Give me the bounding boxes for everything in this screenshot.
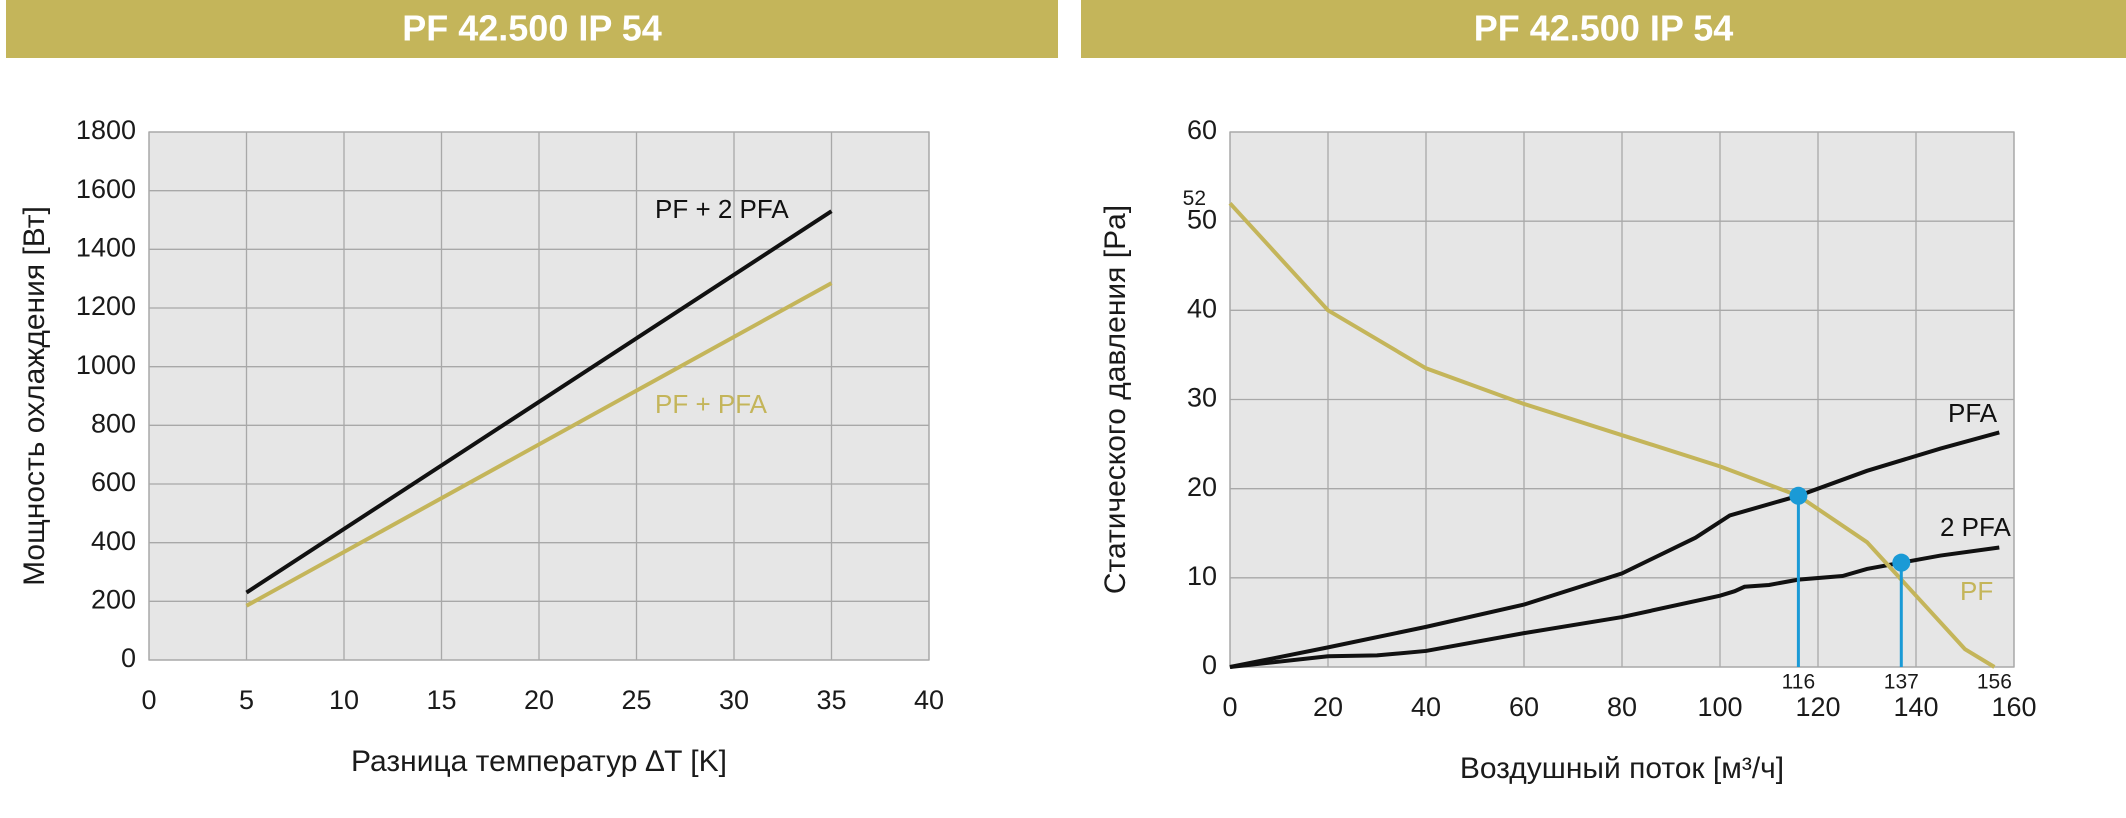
y-tick-label: 0 xyxy=(1202,650,1217,680)
series-label: PF + PFA xyxy=(655,389,768,419)
x-axis-label: Разница температур ∆T [K] xyxy=(351,745,727,778)
series-line xyxy=(245,281,833,608)
series-line xyxy=(1229,430,2000,669)
title-bar xyxy=(1081,0,2126,58)
x-tick-label: 20 xyxy=(1313,692,1343,722)
chart-title: PF 42.500 IP 54 xyxy=(402,8,662,49)
x-tick-label: 80 xyxy=(1607,692,1637,722)
y-tick-label: 1800 xyxy=(76,115,136,145)
x-tick-label: 0 xyxy=(1222,692,1237,722)
y-tick-label: 1400 xyxy=(76,232,136,262)
series-label: PFA xyxy=(1948,398,1998,428)
x-tick-label: 140 xyxy=(1893,692,1938,722)
chart-title: PF 42.500 IP 54 xyxy=(1474,8,1734,49)
x-tick-label: 100 xyxy=(1697,692,1742,722)
x-tick-label: 20 xyxy=(524,685,554,715)
y-tick-label: 200 xyxy=(91,584,136,614)
y-tick-label: 10 xyxy=(1187,561,1217,591)
operating-point xyxy=(1789,486,1808,505)
y-tick-label: 60 xyxy=(1187,115,1217,145)
x-tick-label: 5 xyxy=(239,685,254,715)
series-label: PF + 2 PFA xyxy=(655,194,789,224)
x-tick-label: 160 xyxy=(1991,692,2036,722)
y-annotation: 52 xyxy=(1183,187,1206,210)
x-tick-label: 60 xyxy=(1509,692,1539,722)
series-line xyxy=(1228,201,1996,669)
y-tick-label: 600 xyxy=(91,467,136,497)
y-tick-label: 1600 xyxy=(76,174,136,204)
operating-point xyxy=(1892,553,1911,572)
x-tick-label: 15 xyxy=(426,685,456,715)
y-axis-label: Статического давления [Pa] xyxy=(1099,205,1132,594)
y-tick-label: 40 xyxy=(1187,293,1217,323)
series-label: PF xyxy=(1960,576,1993,606)
y-tick-label: 1200 xyxy=(76,291,136,321)
x-tick-label: 30 xyxy=(719,685,749,715)
y-tick-label: 400 xyxy=(91,526,136,556)
x-tick-label: 0 xyxy=(141,685,156,715)
series-line xyxy=(245,209,833,595)
x-annotation: 156 xyxy=(1977,671,2012,694)
y-tick-label: 50 xyxy=(1187,204,1217,234)
x-tick-label: 120 xyxy=(1795,692,1840,722)
marker-x-label: 137 xyxy=(1884,671,1919,694)
x-tick-label: 35 xyxy=(816,685,846,715)
x-axis-label: Воздушный поток [м³/ч] xyxy=(1460,752,1784,785)
series-line xyxy=(1229,545,2000,669)
x-tick-label: 10 xyxy=(329,685,359,715)
y-tick-label: 800 xyxy=(91,408,136,438)
marker-x-label: 116 xyxy=(1782,671,1815,694)
y-tick-label: 0 xyxy=(121,643,136,673)
title-bar xyxy=(6,0,1058,58)
y-tick-label: 20 xyxy=(1187,472,1217,502)
series-label: 2 PFA xyxy=(1940,512,2011,542)
x-tick-label: 40 xyxy=(1411,692,1441,722)
x-tick-label: 25 xyxy=(621,685,651,715)
y-tick-label: 30 xyxy=(1187,383,1217,413)
y-tick-label: 1000 xyxy=(76,350,136,380)
y-axis-label: Мощность охлаждения [Вт] xyxy=(18,206,51,586)
x-tick-label: 40 xyxy=(914,685,944,715)
